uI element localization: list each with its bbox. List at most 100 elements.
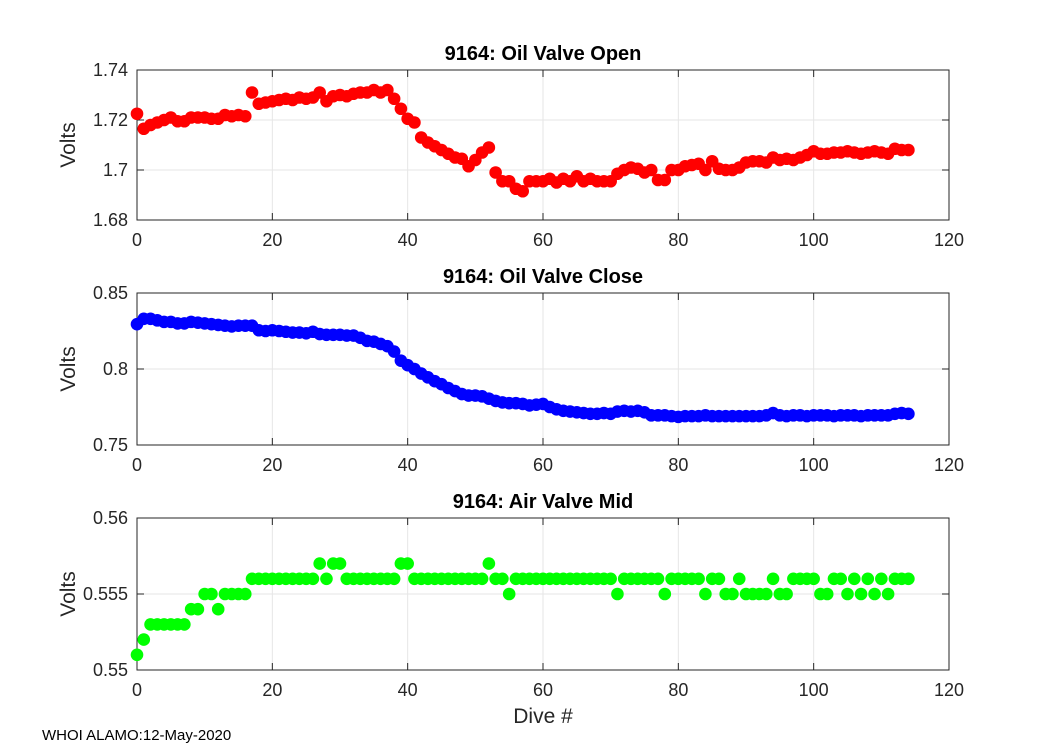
data-point [313,557,327,570]
data-point [211,602,225,616]
footer-stamp: WHOI ALAMO:12-May-2020 [42,727,232,744]
data-point [692,572,705,586]
data-point [387,572,401,586]
series-points [130,83,915,198]
data-point [875,572,888,586]
x-tick-label: 0 [132,455,142,475]
data-point [130,648,144,662]
data-point [712,572,726,586]
x-tick-label: 100 [799,230,829,250]
data-point [651,572,665,586]
data-point [658,173,672,187]
x-tick-label: 40 [398,455,418,475]
x-tick-label: 20 [262,680,282,700]
x-tick-label: 120 [934,230,964,250]
data-point [238,587,252,601]
data-point [137,633,151,646]
x-tick-label: 60 [533,230,553,250]
x-tick-label: 20 [262,230,282,250]
data-point [902,143,915,157]
data-point [780,587,793,601]
data-point [881,587,895,601]
x-tick-label: 80 [668,230,688,250]
x-tick-label: 120 [934,680,964,700]
data-point [401,557,414,570]
y-tick-label: 0.555 [83,584,128,604]
data-point [130,107,144,121]
x-tick-label: 40 [398,680,418,700]
chart-title: 9164: Oil Valve Open [445,43,642,65]
subplot-3: 0 20 40 60 80 100 120 0.55 0.555 0.56 9164: Air Va… [57,491,964,728]
y-tick-label: 1.68 [93,210,128,230]
y-tick-label: 0.55 [93,660,128,680]
data-point [834,572,848,586]
x-tick-label: 60 [533,455,553,475]
y-tick-label: 0.85 [93,283,128,303]
data-point [178,618,191,631]
data-point [238,109,252,123]
data-point [502,587,516,601]
y-tick-label: 1.7 [103,160,128,180]
data-point [902,407,915,421]
data-point [245,86,259,99]
x-tick-label: 100 [799,455,829,475]
data-point [820,587,834,601]
y-tick-label: 0.56 [93,508,128,528]
series-points [130,557,915,662]
x-axis-label: Dive # [513,705,573,728]
data-point [902,572,915,586]
data-point [861,572,875,586]
x-tick-label: 0 [132,680,142,700]
subplot-1: 0 20 40 60 80 100 120 1.68 1.7 1.72 1.74 9164: Oil … [57,43,964,250]
x-tick-label: 80 [668,455,688,475]
data-point [313,86,327,99]
data-point [333,557,347,570]
data-point [516,184,529,198]
data-point [387,345,401,358]
data-point [854,587,868,601]
data-point [644,163,658,177]
data-point [408,116,421,129]
data-point [381,83,394,97]
data-point [841,587,854,601]
data-point [732,572,746,586]
x-tick-label: 40 [398,230,418,250]
data-point [604,572,617,586]
data-point [205,587,218,601]
x-tick-label: 100 [799,680,829,700]
data-point [699,587,712,601]
data-point [191,602,205,616]
data-point [482,557,496,570]
subplot-2: 0 20 40 60 80 100 120 0.75 0.8 0.85 9164: Oil Valv… [57,266,964,475]
chart-title: 9164: Oil Valve Close [443,266,643,288]
y-tick-label: 0.8 [103,359,128,379]
data-point [726,587,739,601]
data-point [306,572,320,586]
x-tick-label: 20 [262,455,282,475]
data-point [475,572,489,586]
y-axis-label: Volts [57,571,80,617]
x-tick-label: 0 [132,230,142,250]
data-point [658,587,672,601]
data-point [868,587,881,601]
data-point [847,572,861,586]
y-tick-label: 1.72 [93,110,128,130]
data-point [699,163,712,177]
data-point [496,572,509,586]
data-point [760,587,773,601]
y-tick-label: 0.75 [93,435,128,455]
x-tick-label: 60 [533,680,553,700]
data-point [394,102,408,116]
y-tick-label: 1.74 [93,60,128,80]
y-axis-label: Volts [57,346,80,392]
chart-title: 9164: Air Valve Mid [453,491,633,513]
x-tick-label: 80 [668,680,688,700]
data-point [611,587,624,601]
data-point [489,166,502,179]
data-point [482,141,496,154]
data-point [807,572,820,586]
series-points [130,312,915,424]
data-point [766,572,780,586]
y-axis-label: Volts [57,122,80,168]
